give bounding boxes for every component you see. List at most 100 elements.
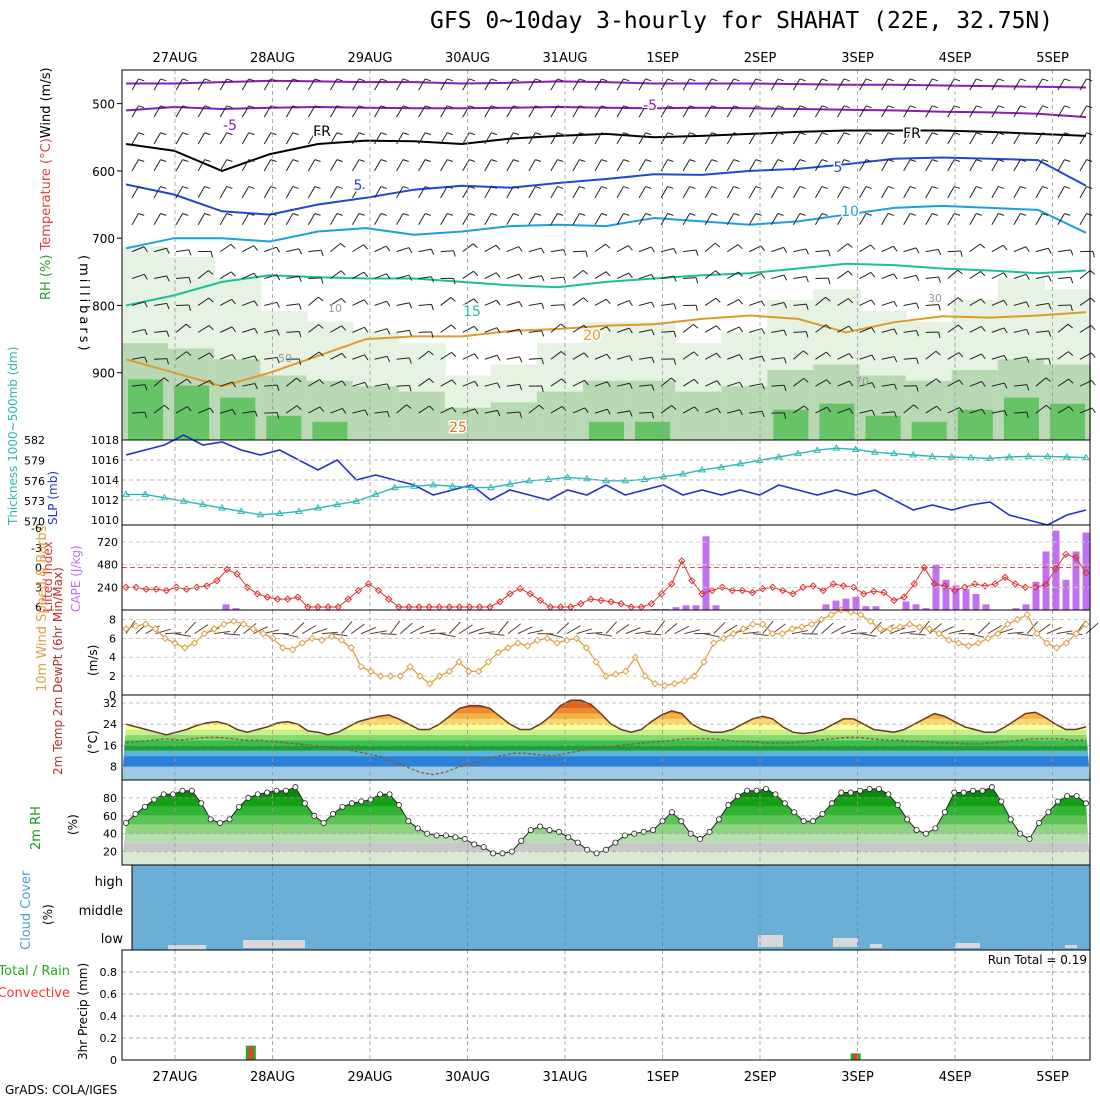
wind-barb <box>903 302 917 306</box>
wind-barb <box>837 353 850 360</box>
wind-barb-flag <box>513 212 520 216</box>
wind-barb-flag <box>865 105 872 109</box>
wind-barb-flag <box>341 325 347 331</box>
li-tick-label: 0 <box>35 562 42 575</box>
wind-barb <box>903 105 911 118</box>
wind-barb <box>219 353 233 360</box>
wind-barb <box>704 297 717 306</box>
wind-barb-flag <box>1026 329 1030 336</box>
wind-barb <box>484 327 498 333</box>
wind-speed-marker <box>925 625 933 633</box>
rh-marker <box>970 787 977 794</box>
rh-marker <box>612 839 619 846</box>
wind-barb-flag <box>314 105 321 109</box>
wind-barb-flag <box>561 378 567 384</box>
wind-barb-flag <box>761 411 765 418</box>
wind-barb-flag <box>848 298 854 304</box>
wind-barb <box>285 159 294 172</box>
wind-barb-flag <box>803 350 809 356</box>
wind-speed-marker <box>592 658 600 666</box>
wind-barb <box>948 629 965 635</box>
wind-barb-flag <box>495 244 501 250</box>
wind-barb-flag <box>623 186 630 189</box>
thickness-marker <box>390 483 399 491</box>
wind-barb-flag <box>314 212 321 216</box>
wind-barb <box>547 633 563 638</box>
li-marker <box>172 583 181 591</box>
cape-bar <box>942 579 950 610</box>
wind-speed-marker <box>151 625 160 633</box>
wind-barb <box>550 78 558 91</box>
ua-units-label: (millibars) <box>76 255 91 354</box>
wind-barb <box>749 273 762 280</box>
li-marker <box>799 583 807 591</box>
wind-barb <box>682 351 695 360</box>
wind-barb-flag <box>689 186 696 189</box>
rh-marker <box>781 800 788 807</box>
wind-barb <box>815 379 827 387</box>
cape-bar <box>862 606 870 610</box>
wind-barb-flag <box>716 380 721 386</box>
wind-speed-marker <box>572 634 581 643</box>
wind-barb <box>638 301 652 306</box>
wind-barb-flag <box>601 105 608 109</box>
wind-barb <box>859 78 867 91</box>
wind-barb <box>556 622 570 634</box>
wind-barb-flag <box>253 272 259 279</box>
cape-bar <box>912 604 920 610</box>
top-date-label: 5SEP <box>1036 51 1069 66</box>
wind-barb <box>374 355 388 360</box>
rh-marker <box>217 819 224 826</box>
rh-marker <box>744 787 751 794</box>
wind-barb <box>418 78 426 91</box>
wind-barb-flag <box>1003 382 1008 389</box>
wind-barb-flag <box>821 132 828 136</box>
wind-barb-flag <box>755 105 762 109</box>
wind-barb <box>1035 78 1043 91</box>
wind-barb <box>793 276 807 280</box>
wind-barb <box>264 246 277 253</box>
wind-barb-flag <box>473 298 479 304</box>
wind-barb <box>811 620 822 634</box>
wind-barb-flag <box>579 132 586 136</box>
wind-barb <box>307 132 316 145</box>
precip-tick-label: 0.8 <box>100 966 118 979</box>
wind-barb-flag <box>560 323 566 329</box>
wind-barb <box>1035 275 1049 280</box>
wind-barb-flag <box>650 246 655 253</box>
wind-barb-flag <box>298 358 302 366</box>
wind-barb-flag <box>981 353 986 360</box>
wind-barb-flag <box>673 331 677 338</box>
wind-barb-flag <box>1003 272 1008 278</box>
wind-barb-flag <box>865 159 872 163</box>
wind-speed-marker <box>729 629 738 638</box>
bottom-date-label: 29AUG <box>347 1070 392 1085</box>
wind-barb-flag <box>144 301 148 308</box>
rh-marker <box>264 789 271 796</box>
thickness-marker <box>198 500 207 508</box>
li-marker <box>132 583 140 591</box>
wind-barb <box>748 186 757 199</box>
wind-barb-flag <box>226 212 233 216</box>
isotherm-label: 20 <box>583 328 601 344</box>
rh-marker <box>941 809 948 816</box>
wind-barb-flag <box>843 132 850 136</box>
wind-barb-flag <box>1068 378 1074 384</box>
thickness-marker <box>1082 453 1090 461</box>
rh-marker <box>273 787 280 794</box>
wind-barb <box>616 186 624 199</box>
thickness-marker <box>486 483 495 491</box>
li-tick-label: -6 <box>31 522 42 535</box>
wind-barb-flag <box>402 212 409 216</box>
wind-barb <box>616 382 630 387</box>
wind-barb-flag <box>270 186 277 189</box>
wind-barb-flag <box>865 212 872 216</box>
wind-barb-flag <box>998 212 1005 216</box>
wind-barb <box>947 269 959 279</box>
wind-barb-flag <box>909 105 916 109</box>
wind-barb <box>664 622 678 634</box>
wind-barb <box>682 105 691 118</box>
wind-barb-flag <box>473 270 479 276</box>
wind-barb <box>330 297 342 306</box>
wind-barb-flag <box>386 383 391 390</box>
